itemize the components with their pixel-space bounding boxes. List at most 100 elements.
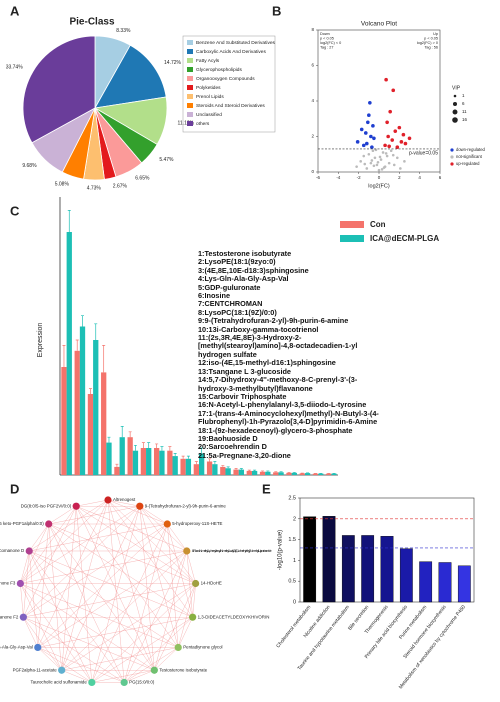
error-bar: [279, 471, 283, 473]
volcano-point: [389, 149, 393, 152]
size-legend-title: VIP: [452, 85, 461, 91]
slice-label: 11.12%: [178, 120, 195, 126]
error-bar: [128, 431, 132, 438]
bar: [233, 469, 239, 475]
network-node: [104, 496, 112, 504]
volcano-point: [359, 127, 364, 132]
size-legend-label: 16: [462, 117, 468, 122]
legend-label: Fatty Acyls: [196, 58, 220, 64]
network-edge: [20, 550, 30, 584]
network-edge: [91, 583, 196, 683]
network-edge: [37, 647, 92, 683]
volcano-point: [367, 113, 371, 117]
volcano-point: [397, 125, 402, 130]
network-edge: [20, 550, 187, 584]
legend-label: Polyketides: [196, 85, 221, 91]
x-tick-label: 6: [439, 175, 442, 180]
volcano-point: [407, 136, 412, 141]
network-edge: [61, 670, 92, 683]
network-edge: [167, 523, 179, 648]
volcano-point: [371, 149, 375, 152]
network-node: [174, 643, 182, 652]
bar: [127, 437, 133, 475]
network-node: [192, 579, 200, 588]
network-edge: [23, 617, 62, 671]
bar: [119, 437, 125, 475]
bar: [132, 450, 139, 475]
legend-dot: [450, 162, 454, 166]
bar: [265, 471, 271, 475]
slice-label: 9.68%: [22, 163, 37, 169]
node-label: 9-(Tetrahydrofuran-2-yl)-9h-purin-6-amin…: [145, 503, 227, 508]
network-edge: [91, 523, 168, 683]
volcano-point: [362, 154, 366, 158]
error-bar: [247, 469, 251, 471]
slice-label: 14.72%: [164, 60, 182, 66]
bar: [246, 470, 252, 475]
network-edge: [124, 670, 155, 683]
volcano-point: [372, 164, 376, 168]
volcano-point: [381, 151, 385, 154]
volcano-point: [355, 165, 358, 168]
volcano-point: [379, 158, 383, 161]
bar: [159, 450, 165, 475]
network-node: [189, 613, 197, 621]
y-tick-label: 2: [293, 516, 296, 522]
network-edge: [48, 523, 193, 618]
legend-label: Benzene And Substituted Derivatives: [196, 40, 276, 46]
bar: [299, 473, 305, 475]
network-edge: [139, 506, 179, 648]
error-bar: [253, 469, 257, 471]
volcano-point: [372, 136, 376, 141]
compound-name: 6:Inosine: [198, 291, 231, 301]
error-bar: [107, 436, 111, 443]
error-bar: [88, 388, 92, 394]
network-edge: [167, 523, 193, 618]
bar: [273, 472, 279, 475]
node-label: Eurycomanone D: [0, 548, 24, 553]
network-node: [88, 678, 96, 687]
error-bar: [287, 471, 291, 473]
bar: [399, 548, 413, 603]
bar: [251, 470, 258, 475]
legend-label: Glycerophospholipids: [196, 67, 242, 73]
network-edge: [20, 583, 24, 618]
node-label: Taurocholic acid sulfonamide: [30, 680, 87, 685]
network-edge: [124, 523, 168, 683]
legend-label: down-regulated: [456, 147, 486, 152]
legend-dot: [450, 148, 454, 152]
error-bar: [194, 461, 198, 465]
error-bar: [292, 471, 296, 473]
network-edge: [178, 617, 193, 648]
bar: [193, 464, 199, 475]
error-bar: [221, 465, 225, 467]
network-edge: [37, 499, 109, 648]
size-legend-dot: [452, 117, 458, 123]
bar: [172, 456, 178, 475]
error-bar: [234, 468, 238, 470]
network-edge: [20, 523, 49, 584]
error-bar: [141, 442, 145, 448]
network-node: [34, 643, 42, 652]
network-edge: [139, 506, 187, 552]
compound-name: 16:N-Acetyl-L-phenylalanyl-3,5-diiodo-L-…: [198, 400, 367, 410]
compound-name: 19:Baohuoside D: [198, 433, 258, 443]
volcano-point: [367, 152, 371, 156]
volcano-point: [391, 88, 396, 93]
network-edge: [76, 506, 196, 584]
network-edge: [186, 550, 196, 584]
network-edge: [48, 523, 196, 584]
compound-name: 7:CENTCHROMAN: [198, 299, 263, 309]
compound-name: 10:13i-Carboxy-gamma-tocotrienol: [198, 324, 319, 334]
error-bar: [186, 455, 190, 459]
y-tick-label: 0: [293, 599, 296, 605]
bar: [74, 350, 80, 475]
bar: [79, 326, 86, 475]
node-label: Testosterone isobutyrate: [159, 667, 207, 672]
volcano-point: [365, 167, 369, 170]
network-edge: [139, 506, 196, 584]
compound-name: 13:Tsangane L 3-glucoside: [198, 366, 291, 376]
network-edge: [23, 523, 168, 618]
legend-swatch: [340, 221, 364, 228]
bar: [286, 472, 292, 475]
